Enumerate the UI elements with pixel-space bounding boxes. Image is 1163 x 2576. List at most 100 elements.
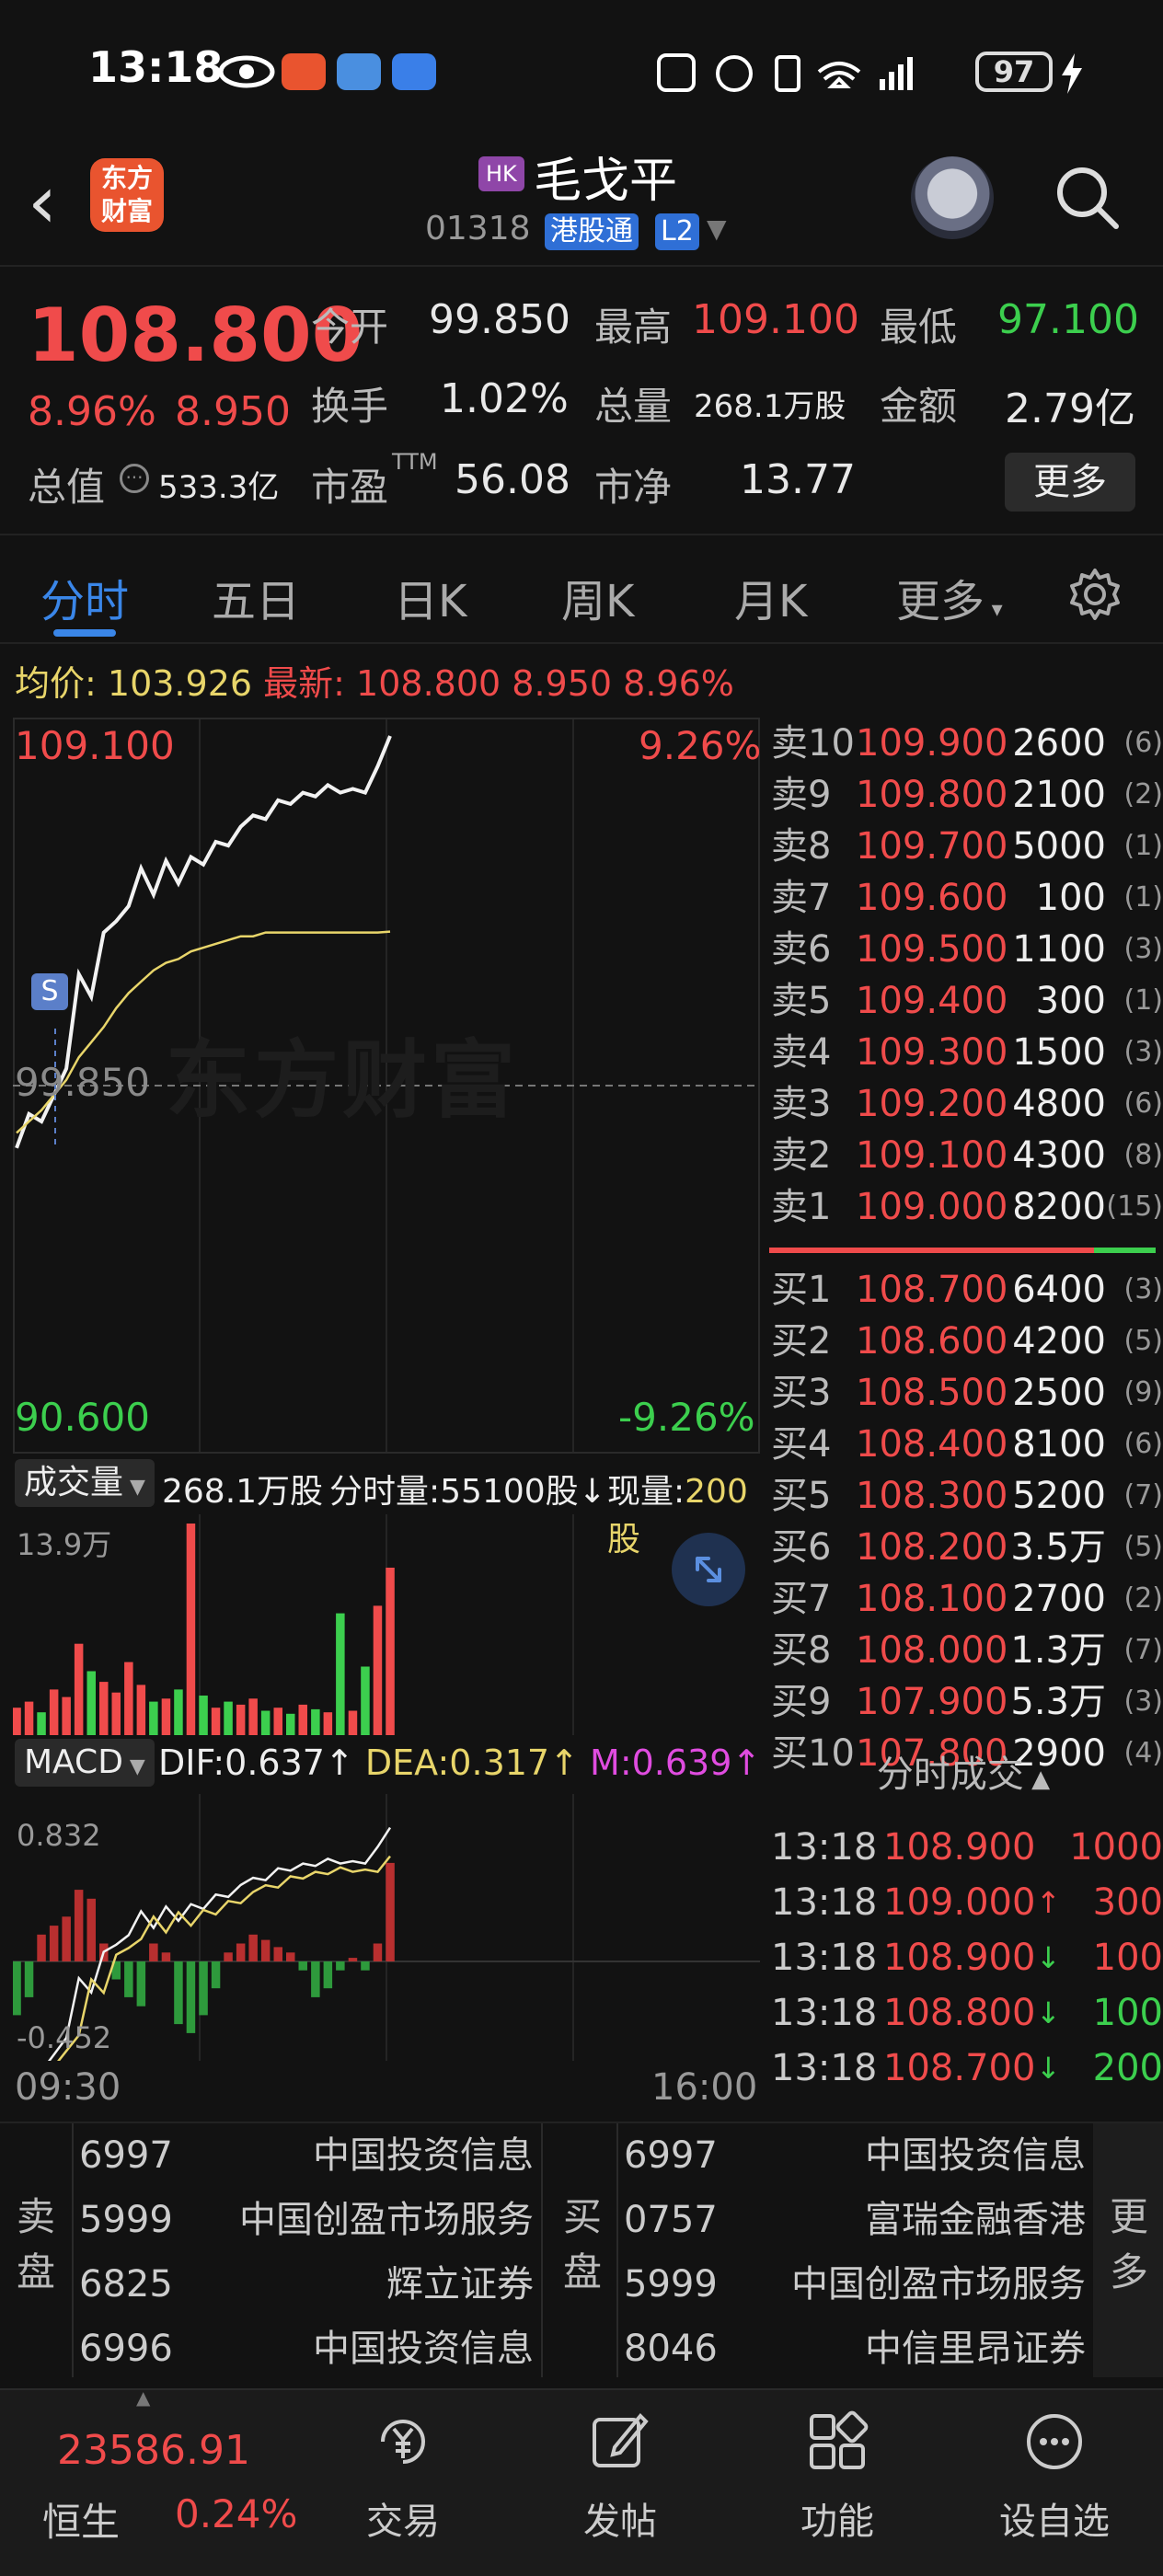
ask-level: 卖1 xyxy=(771,1186,832,1228)
volume-bar xyxy=(37,1712,46,1735)
ask-row[interactable]: 卖8 109.700 5000 (1) xyxy=(771,821,1163,872)
bid-level: 买2 xyxy=(771,1320,832,1363)
broker-name[interactable]: 中国投资信息 xyxy=(313,2134,534,2177)
bid-volume: 4200 xyxy=(1012,1320,1106,1363)
bid-row[interactable]: 买3 108.500 2500 (9) xyxy=(771,1367,1163,1419)
volume-bar xyxy=(86,1671,96,1735)
ask-row[interactable]: 卖1 109.000 8200 (15) xyxy=(771,1181,1163,1233)
broker-name[interactable]: 中信里昂证券 xyxy=(865,2328,1086,2370)
broker-name[interactable]: 中国创盈市场服务 xyxy=(239,2199,534,2241)
tab-more[interactable]: 更多 ▾ xyxy=(896,576,1003,627)
quote-more-button[interactable]: 更多 xyxy=(1005,453,1135,512)
market-tag: HK xyxy=(478,156,524,191)
ask-row[interactable]: 卖10 109.900 2600 (6) xyxy=(771,718,1163,769)
bid-row[interactable]: 买4 108.400 8100 (6) xyxy=(771,1419,1163,1470)
volume-bar xyxy=(186,1524,196,1735)
stock-name[interactable]: 毛戈平 xyxy=(534,154,678,209)
ask-count: (1) xyxy=(1123,830,1163,862)
macd-histogram-bar xyxy=(124,1961,133,1997)
more-dots-icon[interactable]: ··· xyxy=(120,464,149,493)
current-price: 108.800 xyxy=(28,293,363,378)
bid-row[interactable]: 买9 107.900 5.3万 (3) xyxy=(771,1676,1163,1728)
search-icon[interactable] xyxy=(1054,164,1120,230)
nav-functions[interactable]: 功能 xyxy=(754,2409,920,2545)
ask-level: 卖6 xyxy=(771,928,832,971)
tab-weekly-k[interactable]: 周K xyxy=(561,576,635,627)
change-value: 8.950 xyxy=(175,388,291,435)
volume-bar xyxy=(236,1704,246,1735)
nav-trade[interactable]: 交易 xyxy=(320,2409,486,2545)
nav-post[interactable]: 发帖 xyxy=(537,2409,703,2545)
bid-volume: 3.5万 xyxy=(1010,1526,1106,1569)
broker-code: 5999 xyxy=(624,2263,718,2306)
ask-row[interactable]: 卖4 109.300 1500 (3) xyxy=(771,1027,1163,1078)
ask-row[interactable]: 卖2 109.100 4300 (8) xyxy=(771,1130,1163,1181)
volume-bar xyxy=(136,1685,146,1735)
ask-price: 109.500 xyxy=(856,928,1008,971)
volume-bar xyxy=(248,1698,258,1735)
tab-monthly-k[interactable]: 月K xyxy=(734,576,808,627)
assistant-robot-icon[interactable] xyxy=(911,156,994,239)
y-axis-bottom-pct: -9.26% xyxy=(618,1395,755,1440)
broker-name[interactable]: 富瑞金融香港 xyxy=(865,2199,1086,2241)
ask-price: 109.300 xyxy=(856,1031,1008,1074)
tab-intraday[interactable]: 分时 xyxy=(40,576,130,627)
broker-name[interactable]: 中国投资信息 xyxy=(313,2328,534,2370)
signal-marker[interactable]: S xyxy=(31,973,68,1010)
bid-row[interactable]: 买10 107.800 2900 (4) xyxy=(771,1728,1163,1779)
index-value: 23586.91 xyxy=(57,2427,250,2474)
charging-icon xyxy=(1062,53,1082,94)
back-button[interactable]: ‹ xyxy=(28,159,57,245)
sell-side-label: 卖盘 xyxy=(17,2194,56,2294)
app-logo[interactable]: 东方 财富 xyxy=(90,158,164,232)
macd-histogram-bar xyxy=(37,1934,46,1961)
nav-watchlist[interactable]: 设自选 xyxy=(972,2409,1137,2545)
ask-volume: 8200 xyxy=(1012,1186,1106,1228)
bid-row[interactable]: 买7 108.100 2700 (2) xyxy=(771,1573,1163,1625)
bid-row[interactable]: 买2 108.600 4200 (5) xyxy=(771,1316,1163,1367)
volume-bar xyxy=(373,1605,383,1735)
volume-bar xyxy=(74,1643,84,1735)
bid-price: 108.200 xyxy=(856,1526,1008,1569)
tab-daily-k[interactable]: 日K xyxy=(394,576,467,627)
broker-name[interactable]: 中国创盈市场服务 xyxy=(791,2263,1086,2306)
ask-volume: 2100 xyxy=(1012,774,1106,816)
broker-more-button[interactable]: 更多 xyxy=(1093,2123,1163,2377)
broker-name[interactable]: 辉立证券 xyxy=(386,2263,534,2306)
broker-name[interactable]: 中国投资信息 xyxy=(865,2134,1086,2177)
tab-five-day[interactable]: 五日 xyxy=(212,576,301,627)
bid-row[interactable]: 买8 108.000 1.3万 (7) xyxy=(771,1625,1163,1676)
bid-row[interactable]: 买6 108.200 3.5万 (5) xyxy=(771,1522,1163,1573)
macd-histogram-bar xyxy=(386,1862,395,1961)
trades-title[interactable]: 分时成交 ▲ xyxy=(876,1754,1051,1796)
expand-icon[interactable] xyxy=(672,1533,745,1606)
low-value: 97.100 xyxy=(997,296,1139,343)
macd-indicator-select[interactable]: MACD ▼ xyxy=(15,1739,155,1787)
chevron-down-icon[interactable]: ▼ xyxy=(707,213,727,244)
ask-count: (15) xyxy=(1106,1190,1163,1223)
ask-row[interactable]: 卖7 109.600 100 (1) xyxy=(771,872,1163,924)
ask-row[interactable]: 卖6 109.500 1100 (3) xyxy=(771,924,1163,975)
bid-count: (9) xyxy=(1123,1376,1163,1409)
series-line-price xyxy=(15,735,392,1149)
macd-histogram-bar xyxy=(311,1961,320,1997)
bid-row[interactable]: 买1 108.700 6400 (3) xyxy=(771,1264,1163,1316)
bid-level: 买10 xyxy=(771,1732,855,1775)
ask-count: (1) xyxy=(1123,984,1163,1017)
chart-area[interactable]: 109.100 9.26% 99.850 90.600 -9.26% 东方财富 … xyxy=(0,718,761,2116)
ask-row[interactable]: 卖9 109.800 2100 (2) xyxy=(771,769,1163,821)
volume-indicator-select[interactable]: 成交量 ▼ xyxy=(15,1459,155,1507)
macd-chart[interactable] xyxy=(13,1794,760,2061)
macd-histogram-bar xyxy=(86,1898,96,1961)
chevron-up-icon[interactable]: ▲ xyxy=(136,2386,151,2409)
active-tab-indicator xyxy=(53,629,116,637)
intraday-price-chart[interactable] xyxy=(13,718,760,1454)
ask-row[interactable]: 卖3 109.200 4800 (6) xyxy=(771,1078,1163,1130)
settings-gear-icon[interactable] xyxy=(1067,567,1123,622)
broker-code: 5999 xyxy=(79,2199,173,2241)
ask-row[interactable]: 卖5 109.400 300 (1) xyxy=(771,975,1163,1027)
bid-row[interactable]: 买5 108.300 5200 (7) xyxy=(771,1470,1163,1522)
index-ticker[interactable]: 23586.91 xyxy=(57,2427,250,2474)
volume-chart[interactable] xyxy=(13,1514,760,1735)
bid-count: (7) xyxy=(1123,1479,1163,1512)
